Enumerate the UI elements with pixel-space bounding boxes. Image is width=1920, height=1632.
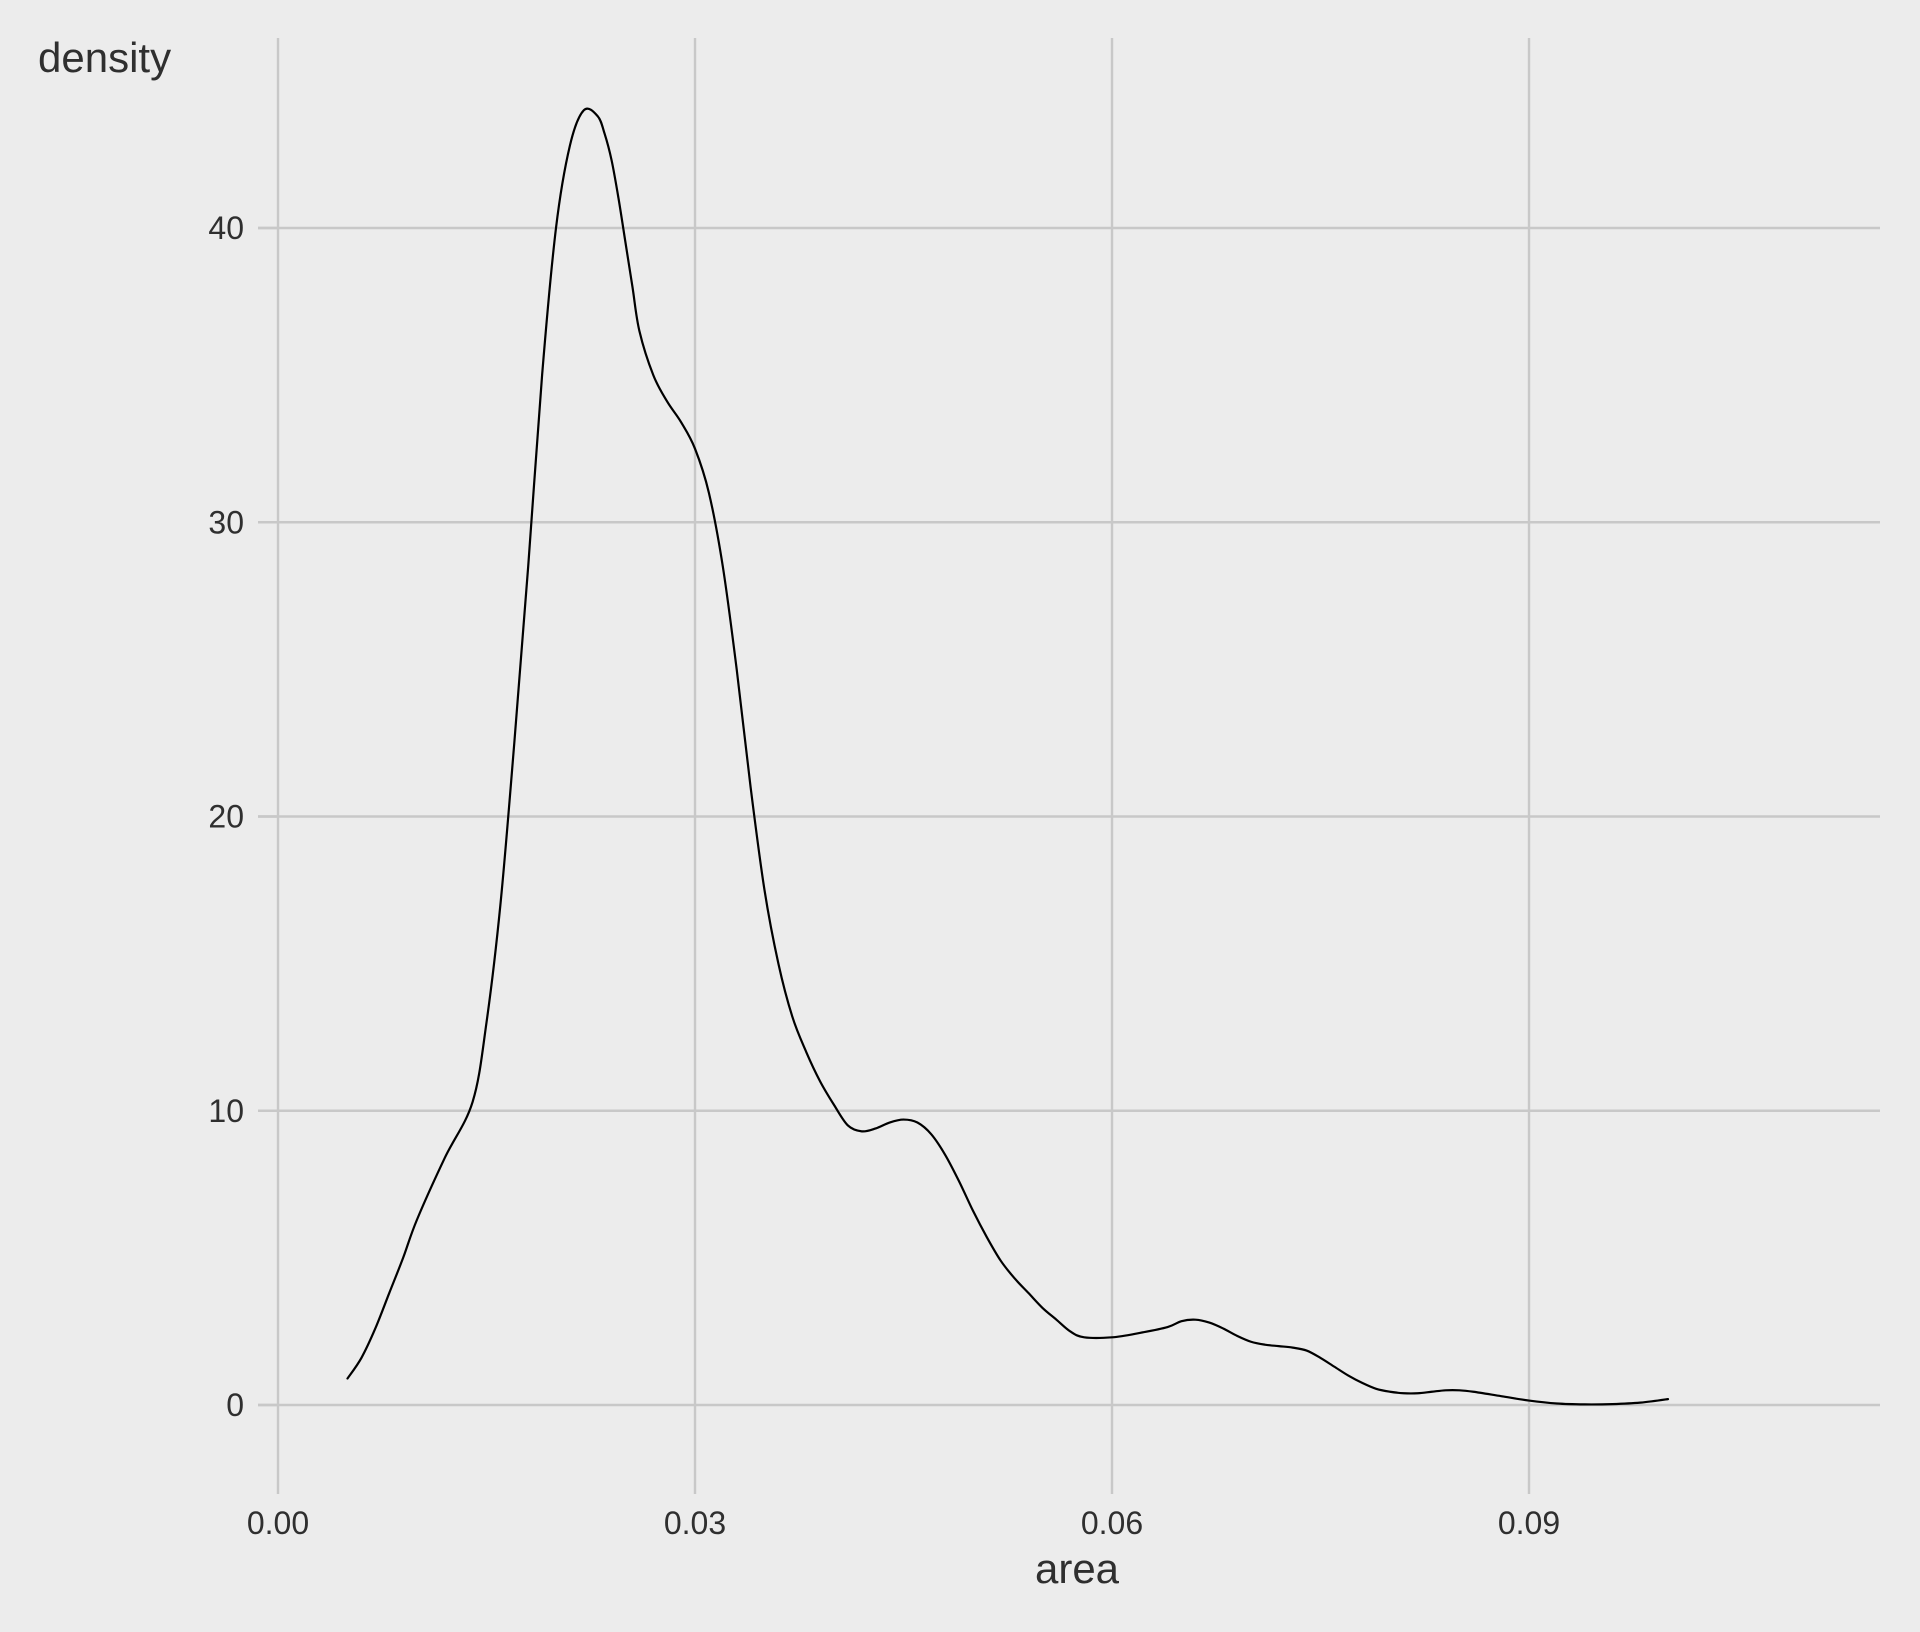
grid-layer — [258, 38, 1880, 1482]
y-tick-label: 20 — [208, 799, 244, 835]
series-layer — [346, 107, 1670, 1406]
x-tick-label: 0.03 — [664, 1505, 726, 1541]
y-tick-label: 40 — [208, 210, 244, 246]
x-tick-label: 0.00 — [247, 1505, 309, 1541]
density-curve — [346, 107, 1670, 1406]
x-axis-title: area — [1035, 1545, 1120, 1592]
y-tick-label: 0 — [226, 1387, 244, 1423]
y-tick-label: 10 — [208, 1093, 244, 1129]
x-tick-label: 0.06 — [1081, 1505, 1143, 1541]
y-tick-label: 30 — [208, 504, 244, 540]
x-tick-label: 0.09 — [1498, 1505, 1560, 1541]
ticks-layer: 0.00 0.03 0.06 0.09 0 10 20 30 40 — [208, 210, 1560, 1541]
y-axis-title: density — [38, 34, 171, 81]
